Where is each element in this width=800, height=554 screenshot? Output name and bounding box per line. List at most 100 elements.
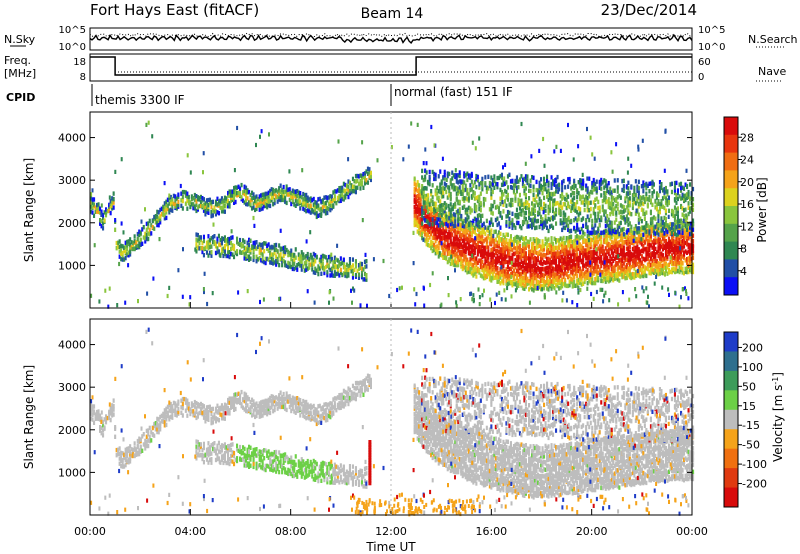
power-cell — [347, 157, 350, 162]
power-cell — [630, 212, 633, 217]
power-cell — [299, 199, 302, 204]
power-cell — [443, 206, 446, 211]
power-cell — [299, 194, 302, 199]
power-cell — [574, 253, 577, 258]
power-cell — [108, 195, 111, 200]
power-cell — [329, 194, 332, 199]
power-cell — [676, 245, 679, 250]
power-cell — [97, 205, 100, 211]
power-cell — [257, 257, 260, 262]
power-cell — [496, 243, 499, 249]
power-cell — [478, 220, 481, 225]
power-cell — [184, 193, 187, 198]
power-cell — [594, 218, 597, 223]
power-cell — [300, 263, 303, 268]
power-cell — [187, 199, 190, 204]
power-cell — [487, 249, 490, 254]
power-cell — [521, 242, 524, 247]
power-cell — [449, 195, 452, 200]
power-cell — [475, 222, 478, 227]
power-cell — [672, 209, 675, 214]
power-cell — [531, 242, 534, 247]
power-cell — [689, 206, 692, 211]
power-cell — [512, 281, 515, 286]
power-cell — [553, 286, 556, 291]
power-cell — [490, 268, 493, 274]
power-cell — [667, 228, 670, 233]
power-cell — [190, 194, 193, 199]
power-cell — [162, 207, 165, 212]
power-cell — [678, 233, 681, 238]
power-cell — [482, 196, 485, 202]
power-cell — [670, 261, 673, 267]
power-cell — [523, 278, 526, 284]
power-cell — [427, 237, 430, 243]
power-cell — [619, 265, 622, 270]
freq-tick-low: 8 — [80, 72, 86, 83]
power-cell — [633, 260, 636, 265]
power-cell — [643, 216, 646, 221]
power-cell — [520, 235, 523, 240]
power-cell — [600, 249, 603, 254]
power-cell — [168, 201, 171, 206]
power-cell — [494, 205, 497, 210]
power-cell — [472, 263, 475, 268]
power-cell — [684, 193, 687, 198]
power-cell — [557, 189, 560, 194]
power-cell — [658, 243, 661, 248]
power-cell — [630, 275, 633, 281]
power-cell — [664, 196, 667, 201]
power-cell — [382, 258, 385, 264]
power-cell — [630, 272, 633, 277]
power-cell — [673, 231, 676, 236]
power-cell — [317, 197, 320, 202]
power-cell — [592, 252, 595, 258]
power-cell — [562, 252, 565, 257]
power-cell — [276, 256, 279, 262]
power-cell — [448, 218, 451, 223]
power-cell — [434, 172, 437, 178]
power-cell — [112, 197, 115, 202]
power-cell — [482, 245, 485, 250]
power-cell — [496, 253, 499, 258]
power-cell — [431, 248, 434, 254]
power-cell — [654, 246, 657, 252]
power-cell — [300, 195, 303, 200]
power-cell — [291, 259, 294, 264]
power-cell — [269, 254, 272, 259]
power-cell — [433, 204, 436, 210]
power-cell — [449, 250, 452, 255]
power-cell — [135, 245, 138, 250]
power-cell — [326, 195, 329, 200]
power-cell — [505, 254, 508, 259]
power-cell — [535, 245, 538, 250]
power-cell — [195, 232, 198, 237]
power-cell — [324, 264, 327, 270]
power-cell — [342, 265, 345, 270]
power-cell — [348, 180, 351, 186]
power-cell — [270, 256, 273, 261]
power-cell — [303, 255, 306, 260]
power-cell — [561, 268, 564, 273]
power-cell — [220, 205, 223, 211]
power-cell — [570, 279, 573, 285]
power-cell — [595, 218, 598, 223]
power-cell — [166, 206, 169, 212]
power-cell — [555, 189, 558, 194]
power-cell — [466, 171, 469, 176]
power-cell — [425, 232, 428, 237]
power-cell — [582, 254, 585, 259]
power-cell — [488, 267, 491, 273]
power-cell — [309, 255, 312, 260]
power-cell — [660, 251, 663, 256]
power-cell — [254, 195, 257, 200]
power-cell — [419, 220, 422, 225]
power-cell — [663, 224, 666, 229]
power-cell — [574, 248, 577, 253]
power-cell — [543, 260, 546, 265]
power-cell — [637, 269, 640, 275]
power-cell — [598, 179, 601, 185]
power-cell — [636, 237, 639, 242]
power-cell — [668, 292, 670, 297]
power-cell — [169, 201, 172, 207]
